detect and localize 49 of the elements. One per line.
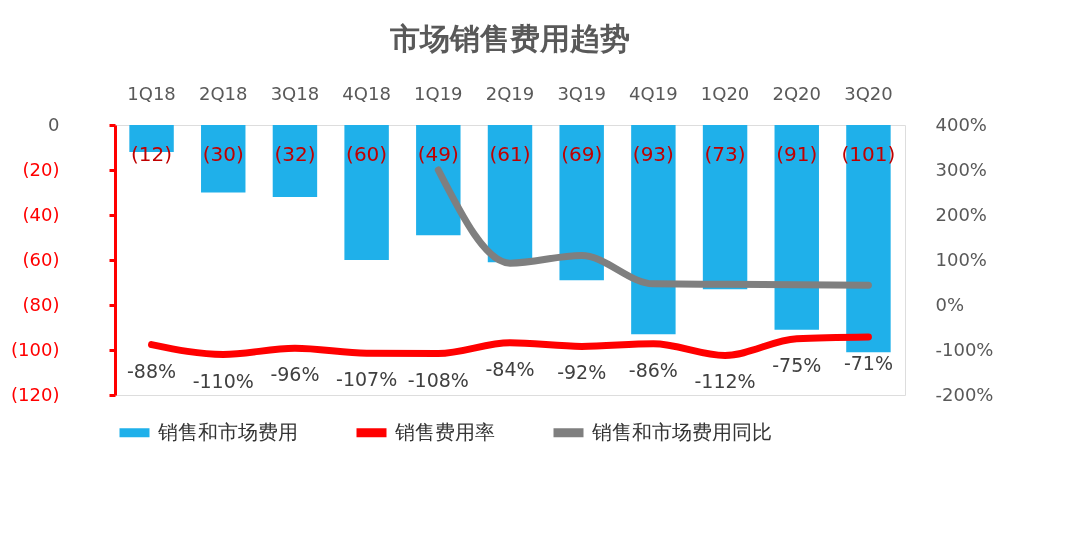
data-label: -75% (772, 353, 822, 376)
data-label: (69) (561, 142, 603, 166)
data-label: (60) (346, 142, 388, 166)
x-tick-label: 1Q18 (127, 82, 176, 104)
x-tick-label: 3Q18 (270, 82, 320, 104)
x-tick-label: 2Q19 (485, 82, 535, 104)
x-tick-label: 2Q18 (198, 82, 248, 104)
legend-label: 销售和市场费用同比 (591, 419, 772, 444)
data-label: (61) (489, 142, 531, 166)
y-tick-label: (100) (11, 338, 60, 360)
data-label: -112% (694, 370, 756, 393)
legend-label: 销售和市场费用 (157, 419, 298, 444)
chart-title: 市场销售费用趋势 (389, 21, 630, 56)
y2-tick-label: 400% (935, 113, 987, 135)
data-label: -84% (485, 357, 535, 380)
y2-tick-label: -200% (935, 383, 994, 405)
y2-tick-label: 300% (935, 158, 987, 180)
x-tick-label: 4Q19 (629, 82, 678, 104)
data-label: (30) (202, 142, 244, 166)
data-label: (32) (274, 142, 316, 166)
data-label: -108% (407, 368, 469, 391)
x-tick-label: 2Q20 (772, 82, 822, 104)
x-tick-label: 4Q18 (342, 82, 391, 104)
x-tick-label: 3Q20 (844, 82, 893, 104)
x-tick-label: 3Q19 (557, 82, 606, 104)
y2-tick-label: 200% (935, 203, 987, 225)
data-label: (93) (632, 142, 674, 166)
data-label: -110% (192, 369, 254, 392)
data-label: -71% (843, 351, 893, 374)
y-tick-label: (120) (11, 383, 60, 405)
y-tick-label: (20) (22, 158, 60, 180)
data-label: (91) (776, 142, 818, 166)
y-tick-label: 0 (48, 113, 60, 135)
data-label: -88% (127, 359, 177, 382)
x-tick-label: 1Q19 (414, 82, 463, 104)
data-label: -86% (628, 358, 678, 381)
data-label: (73) (704, 142, 746, 166)
y2-tick-label: 0% (935, 293, 965, 315)
data-label: -96% (270, 363, 320, 386)
y2-tick-label: 100% (935, 248, 987, 270)
data-label: -107% (336, 368, 398, 391)
x-tick-label: 1Q20 (700, 82, 750, 104)
y-tick-label: (40) (22, 203, 60, 225)
data-label: -92% (557, 361, 607, 384)
y-tick-label: (60) (22, 248, 60, 270)
y2-tick-label: -100% (935, 338, 994, 360)
y-tick-label: (80) (22, 293, 60, 315)
data-label: (49) (417, 142, 459, 166)
legend-label: 销售费用率 (394, 419, 495, 444)
